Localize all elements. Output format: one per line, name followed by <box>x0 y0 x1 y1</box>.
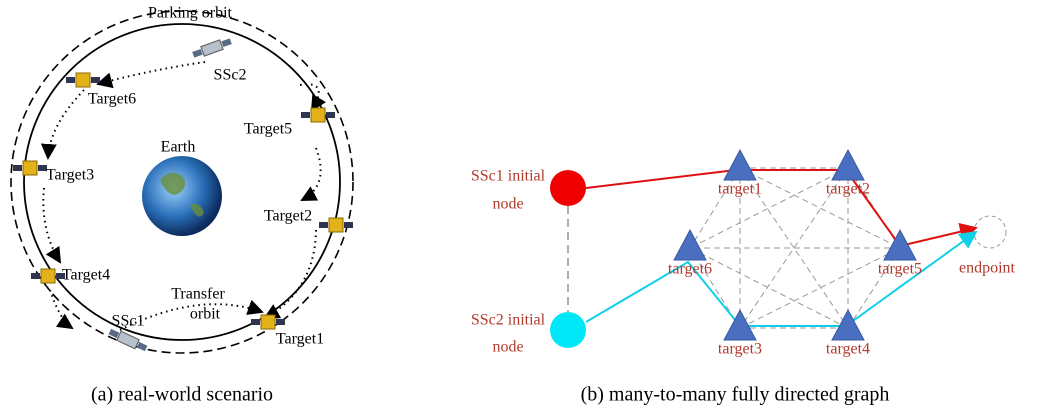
satellite <box>251 315 285 329</box>
satellite <box>301 108 335 122</box>
label: SSc2 <box>214 67 247 84</box>
ssc2-node <box>550 312 586 348</box>
satellite <box>66 73 100 87</box>
satellite <box>319 218 353 232</box>
endpoint-node <box>974 216 1006 248</box>
node-label: node <box>492 339 523 356</box>
node-label: node <box>492 196 523 213</box>
node-label: target2 <box>826 181 870 198</box>
label: Target5 <box>244 121 292 138</box>
edge <box>740 248 900 328</box>
ssc2-icon <box>191 36 232 59</box>
figure: Parking orbit Earth SSc2 SSc1 Transfer o… <box>0 0 1040 419</box>
earth <box>142 156 222 236</box>
edge <box>740 168 900 248</box>
caption: (b) many-to-many fully directed graph <box>581 384 890 406</box>
label: Target4 <box>62 267 110 284</box>
edge <box>690 248 848 328</box>
node-label: SSc2 initial <box>471 312 546 329</box>
target-node <box>674 230 706 260</box>
node-label: endpoint <box>959 260 1016 277</box>
panel-a: Parking orbit Earth SSc2 SSc1 Transfer o… <box>11 5 353 406</box>
label: Target2 <box>264 208 312 225</box>
target-node <box>884 230 916 260</box>
target-node <box>724 150 756 180</box>
label: Transfer <box>171 286 225 303</box>
caption: (a) real-world scenario <box>91 384 273 406</box>
edge <box>690 168 848 248</box>
label: Target6 <box>88 91 136 108</box>
ssc1-node <box>550 170 586 206</box>
target-node <box>832 150 864 180</box>
node-label: target4 <box>826 341 870 358</box>
panel-b: SSc1 initial node SSc2 initial node endp… <box>471 150 1016 406</box>
node-label: target1 <box>718 181 762 198</box>
ssc2-path <box>586 232 976 326</box>
node-label: target5 <box>878 261 922 278</box>
label: orbit <box>190 306 221 323</box>
target-nodes <box>674 150 916 340</box>
label: Earth <box>161 139 196 156</box>
label: SSc1 <box>112 313 145 330</box>
node-label: target6 <box>668 261 712 278</box>
ssc1-path <box>586 170 976 246</box>
label: Target3 <box>46 167 94 184</box>
label: Parking orbit <box>148 5 233 22</box>
label: Target1 <box>276 331 324 348</box>
node-label: target3 <box>718 341 762 358</box>
node-label: SSc1 initial <box>471 168 546 185</box>
satellite <box>13 161 47 175</box>
